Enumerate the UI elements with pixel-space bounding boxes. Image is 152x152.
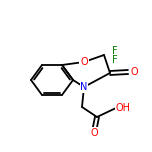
Text: O: O xyxy=(80,57,88,67)
Text: O: O xyxy=(130,67,138,77)
Text: OH: OH xyxy=(116,103,131,113)
Text: N: N xyxy=(80,82,88,92)
Text: F: F xyxy=(112,46,118,56)
Text: F: F xyxy=(112,55,118,65)
Text: O: O xyxy=(90,128,98,138)
